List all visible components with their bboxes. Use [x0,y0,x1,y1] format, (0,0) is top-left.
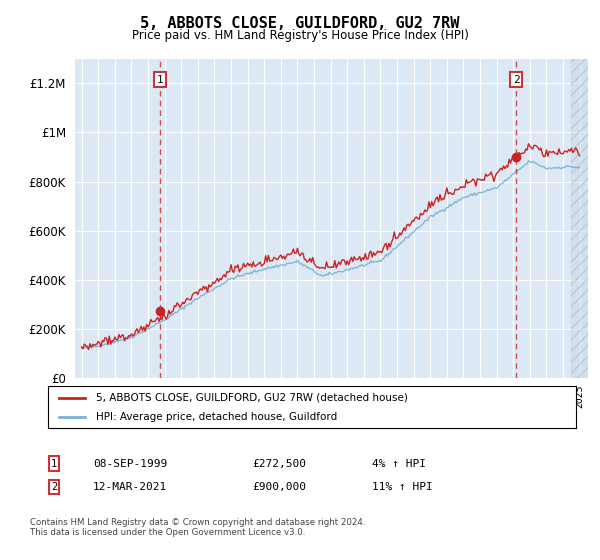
Text: Price paid vs. HM Land Registry's House Price Index (HPI): Price paid vs. HM Land Registry's House … [131,29,469,42]
Bar [571,59,588,378]
Text: 2: 2 [512,74,520,85]
Text: £900,000: £900,000 [252,482,306,492]
Text: 4% ↑ HPI: 4% ↑ HPI [372,459,426,469]
Text: 2: 2 [51,482,57,492]
Text: 5, ABBOTS CLOSE, GUILDFORD, GU2 7RW (detached house): 5, ABBOTS CLOSE, GUILDFORD, GU2 7RW (det… [95,393,407,403]
Bar [571,59,588,378]
Text: 08-SEP-1999: 08-SEP-1999 [93,459,167,469]
Text: 5, ABBOTS CLOSE, GUILDFORD, GU2 7RW: 5, ABBOTS CLOSE, GUILDFORD, GU2 7RW [140,16,460,31]
Text: Contains HM Land Registry data © Crown copyright and database right 2024.
This d: Contains HM Land Registry data © Crown c… [30,518,365,538]
Text: 1: 1 [157,74,163,85]
Text: HPI: Average price, detached house, Guildford: HPI: Average price, detached house, Guil… [95,412,337,422]
Text: 12-MAR-2021: 12-MAR-2021 [93,482,167,492]
Text: £272,500: £272,500 [252,459,306,469]
Text: 11% ↑ HPI: 11% ↑ HPI [372,482,433,492]
Text: 1: 1 [51,459,57,469]
